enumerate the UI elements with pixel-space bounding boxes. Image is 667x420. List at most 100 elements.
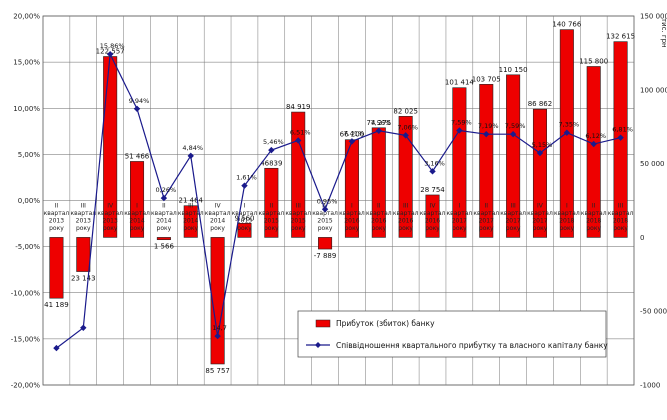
ratio-point — [187, 152, 194, 160]
category-label: року — [183, 225, 198, 232]
category-label: року — [318, 225, 333, 232]
ratio-point — [214, 332, 221, 340]
bar — [291, 111, 306, 238]
category-label: IV — [537, 202, 544, 209]
ratio-point — [456, 127, 463, 134]
category-label: І — [566, 202, 568, 209]
ratio-point-label: 1,61% — [236, 174, 257, 182]
ratio-point — [348, 138, 356, 145]
category-label: року — [371, 225, 386, 232]
legend-box — [297, 310, 607, 358]
category-label: 2014 — [156, 217, 171, 224]
category-label: ІІІ — [188, 202, 194, 209]
ratio-point-label: 3,16% — [424, 159, 445, 167]
category-label: ІІІ — [81, 202, 87, 209]
legend-bar-label: Прибуток (збиток) банку — [336, 319, 435, 328]
ratio-point — [80, 324, 87, 332]
ratio-point-label: 14,7 — [212, 324, 226, 332]
category-label: квартал — [554, 210, 580, 217]
bar-value-label: 51 466 — [125, 152, 150, 160]
y-right-axis-label: тис. грн — [660, 18, 667, 48]
ratio-point-label: 7,59% — [505, 122, 526, 130]
category-label: ІІ — [484, 202, 488, 209]
category-label: 2013 — [49, 217, 64, 224]
category-label: квартал — [447, 210, 473, 217]
category-label: року — [157, 225, 172, 232]
bar — [452, 87, 467, 238]
y-right-tick-label: 100 000 — [640, 86, 667, 94]
category-label: 2015 — [264, 217, 279, 224]
bar-value-label: 85 757 — [205, 367, 230, 375]
bar-value-label: 86 862 — [528, 100, 553, 108]
bar-value-label: 82 025 — [393, 107, 418, 115]
ratio-point — [509, 130, 517, 138]
category-label: 2016 — [371, 217, 386, 224]
ratio-point-label: 7,06% — [397, 123, 418, 131]
ratio-point — [53, 344, 60, 352]
bar-value-label: 1 566 — [154, 243, 175, 251]
y-right-tick-label: 50 000 — [640, 160, 665, 168]
category-label: ІІ — [270, 202, 274, 209]
bar-value-label: 115 800 — [579, 57, 608, 65]
ratio-point-label: 6,81% — [612, 126, 633, 134]
ratio-point — [321, 206, 329, 213]
y-left-tick-label: 10,00% — [13, 105, 40, 113]
bar-value-label: 103 705 — [472, 75, 501, 83]
y-right-tick-label: 150 000 — [640, 13, 667, 21]
category-label: ІІ — [162, 202, 166, 209]
category-label: року — [49, 225, 64, 232]
bar-value-label: 41 189 — [44, 301, 69, 309]
ratio-point-label: 0,95% — [317, 197, 338, 205]
bar — [49, 237, 64, 299]
bar-value-label: 9 560 — [234, 214, 254, 222]
ratio-point — [241, 182, 248, 189]
category-label: квартал — [473, 210, 499, 217]
category-label: І — [244, 202, 246, 209]
category-label: року — [560, 225, 575, 232]
category-label: року — [291, 225, 306, 232]
ratio-point-label: 5,46% — [263, 138, 284, 146]
category-label: квартал — [124, 210, 150, 217]
ratio-point — [106, 50, 114, 58]
category-label: 2016 — [344, 217, 359, 224]
legend-bar-swatch — [315, 319, 331, 328]
ratio-point — [133, 105, 141, 113]
category-label: І — [136, 202, 138, 209]
category-label: ІІІ — [510, 202, 516, 209]
bar — [264, 167, 279, 238]
category-label: квартал — [339, 210, 365, 217]
bar — [586, 66, 601, 238]
category-label: року — [533, 225, 548, 232]
bar-value-label: 101 414 — [445, 79, 474, 87]
category-label: року — [264, 225, 279, 232]
category-label: року — [586, 225, 601, 232]
category-label: квартал — [178, 210, 204, 217]
category-label: 2017 — [505, 217, 520, 224]
category-label: квартал — [527, 210, 553, 217]
category-label: IV — [215, 202, 222, 209]
category-label: року — [237, 225, 252, 232]
ratio-point-label: 15,86% — [100, 42, 125, 50]
category-label: року — [398, 225, 413, 232]
ratio-point-label: 7,59% — [451, 118, 472, 126]
category-label: 2018 — [613, 217, 628, 224]
ratio-point-label: 9,94% — [129, 97, 150, 105]
bar — [479, 84, 494, 238]
bar-value-label: 23 143 — [71, 275, 96, 283]
category-label: ІІ — [55, 202, 59, 209]
category-label: IV — [107, 202, 114, 209]
bar — [183, 205, 198, 238]
category-label: 2013 — [76, 217, 91, 224]
category-label: квартал — [205, 210, 231, 217]
category-label: квартал — [608, 210, 634, 217]
category-label: року — [452, 225, 467, 232]
bar — [76, 237, 91, 272]
ratio-point — [563, 129, 571, 136]
category-label: квартал — [232, 210, 258, 217]
category-label: року — [210, 225, 225, 232]
category-label: 2016 — [398, 217, 413, 224]
category-label: квартал — [70, 210, 96, 217]
category-label: квартал — [285, 210, 311, 217]
